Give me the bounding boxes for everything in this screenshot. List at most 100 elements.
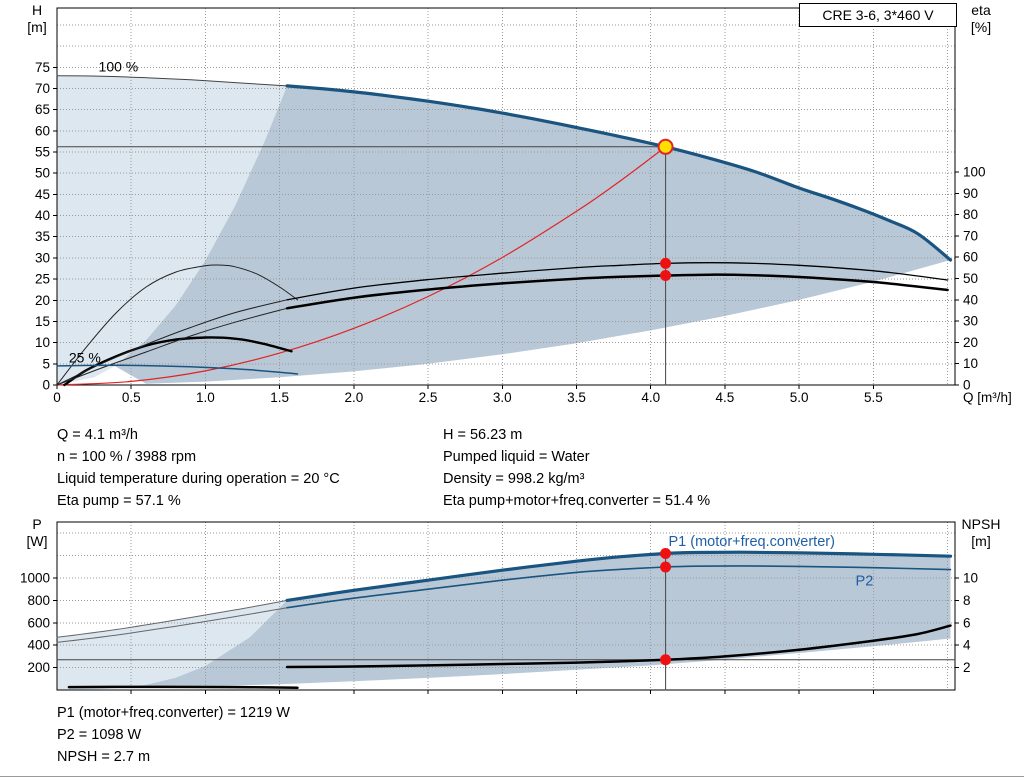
right-tick-label: 30 <box>963 314 978 329</box>
eta-arc-reduced-speed <box>56 264 298 386</box>
left-axis-label: H <box>32 2 42 18</box>
pump-curve-100-ext <box>56 75 288 87</box>
p1-ext <box>56 599 288 638</box>
p2-ext <box>56 607 288 643</box>
x-tick-label: 3.0 <box>493 390 512 405</box>
x-tick-label: 4.0 <box>641 390 660 405</box>
min-speed-region <box>57 75 288 386</box>
right-tick-label: 8 <box>963 593 971 608</box>
right-axis-label: eta <box>971 2 991 18</box>
pump-model-label: CRE 3-6, 3*460 V <box>822 7 934 23</box>
left-tick-label: 40 <box>35 208 50 223</box>
p1-curve <box>285 550 953 602</box>
left-tick-label: 70 <box>35 81 50 96</box>
left-tick-label: 75 <box>35 60 50 75</box>
operating-envelope <box>114 85 951 384</box>
p2-label: P2 <box>856 573 874 589</box>
left-axis-unit: [W] <box>27 533 48 549</box>
x-axis-label: Q [m³/h] <box>963 390 1012 405</box>
x-tick-label: 2.5 <box>419 390 438 405</box>
right-tick-label: 80 <box>963 207 978 222</box>
x-tick-label: 0 <box>53 390 61 405</box>
right-tick-label: 6 <box>963 615 971 630</box>
annotation-line: Eta pump+motor+freq.converter = 51.4 % <box>443 493 711 509</box>
left-tick-label: 1000 <box>20 571 50 586</box>
right-tick-label: 0 <box>963 378 971 393</box>
left-tick-label: 55 <box>35 145 50 160</box>
duty-annotations-right: H = 56.23 m Pumped liquid = Water Densit… <box>443 424 710 512</box>
pump-curve-25 <box>56 364 299 375</box>
right-tick-label: 90 <box>963 186 978 201</box>
power-curve-25 <box>67 685 299 690</box>
right-tick-label: 70 <box>963 228 978 243</box>
pump-curve-100 <box>285 84 953 262</box>
x-tick-label: 5.0 <box>790 390 809 405</box>
p2-curve <box>286 565 952 609</box>
eta-total-dot <box>660 270 672 282</box>
left-tick-label: 10 <box>35 335 50 350</box>
right-tick-label: 20 <box>963 335 978 350</box>
right-axis-unit: [%] <box>971 19 991 35</box>
left-tick-label: 15 <box>35 314 50 329</box>
speed-100-label: 100 % <box>99 59 139 75</box>
left-tick-label: 30 <box>35 250 50 265</box>
left-tick-label: 400 <box>27 638 50 653</box>
annotation-line: NPSH = 2.7 m <box>57 749 151 765</box>
p1-dot <box>660 547 672 559</box>
npsh-curve <box>285 624 952 669</box>
plot-frame <box>56 521 956 691</box>
right-tick-label: 10 <box>963 356 978 371</box>
annotation-line: P1 (motor+freq.converter) = 1219 W <box>57 705 290 721</box>
duty-point-marker[interactable] <box>657 138 674 155</box>
npsh-dot <box>660 654 672 666</box>
pump-model-box: CRE 3-6, 3*460 V <box>799 3 957 27</box>
left-tick-label: 65 <box>35 102 50 117</box>
left-tick-label: 45 <box>35 187 50 202</box>
right-axis-unit: [m] <box>971 533 990 549</box>
left-tick-label: 5 <box>42 356 50 371</box>
right-tick-label: 2 <box>963 660 971 675</box>
right-tick-label: 40 <box>963 292 978 307</box>
duty-annotations-left: Q = 4.1 m³/h n = 100 % / 3988 rpm Liquid… <box>57 424 340 512</box>
right-tick-label: 4 <box>963 638 971 653</box>
footer-divider <box>0 776 1024 777</box>
left-axis-label: P <box>32 516 41 532</box>
left-tick-label: 20 <box>35 293 50 308</box>
p2-dot <box>660 561 672 573</box>
x-tick-label: 5.5 <box>864 390 883 405</box>
power-annotations: P1 (motor+freq.converter) = 1219 W P2 = … <box>57 702 290 768</box>
left-tick-label: 0 <box>42 378 50 393</box>
left-tick-label: 50 <box>35 166 50 181</box>
x-tick-label: 2.0 <box>344 390 363 405</box>
right-tick-label: 60 <box>963 250 978 265</box>
annotation-line: Eta pump = 57.1 % <box>57 493 181 509</box>
speed-25-label: 25 % <box>69 350 101 366</box>
annotation-line: Pumped liquid = Water <box>443 449 590 465</box>
left-axis-unit: [m] <box>27 19 46 35</box>
annotation-line: P2 = 1098 W <box>57 727 142 743</box>
annotation-line: H = 56.23 m <box>443 427 523 443</box>
right-tick-label: 100 <box>963 165 986 180</box>
x-tick-label: 1.5 <box>270 390 289 405</box>
annotation-line: Density = 998.2 kg/m³ <box>443 471 585 487</box>
plot-frame <box>56 7 956 386</box>
qh-eta-chart: 0 0.5 1.0 1.5 2.0 2.5 3.0 3.5 4.0 4.5 5.0 5.5 0 5 10 15… <box>27 2 1011 405</box>
power-npsh-chart: 200 400 600 800 1000 2 4 6 8 10 P[W] NPSH[m] P1 (mot… <box>20 516 1000 694</box>
annotation-line: Liquid temperature during operation = 20… <box>57 471 340 487</box>
right-tick-label: 50 <box>963 271 978 286</box>
left-tick-label: 25 <box>35 272 50 287</box>
annotation-line: n = 100 % / 3988 rpm <box>57 449 197 465</box>
p1-label: P1 (motor+freq.converter) <box>669 534 835 550</box>
left-tick-label: 600 <box>27 615 50 630</box>
right-tick-label: 10 <box>963 571 978 586</box>
eta-pump-curve <box>286 262 949 301</box>
x-tick-label: 1.0 <box>196 390 215 405</box>
left-tick-label: 60 <box>35 123 50 138</box>
left-tick-label: 200 <box>27 660 50 675</box>
x-tick-label: 0.5 <box>122 390 141 405</box>
x-tick-label: 3.5 <box>567 390 586 405</box>
eta-pump-dot <box>660 257 672 269</box>
eta-total-ramp <box>56 307 288 386</box>
